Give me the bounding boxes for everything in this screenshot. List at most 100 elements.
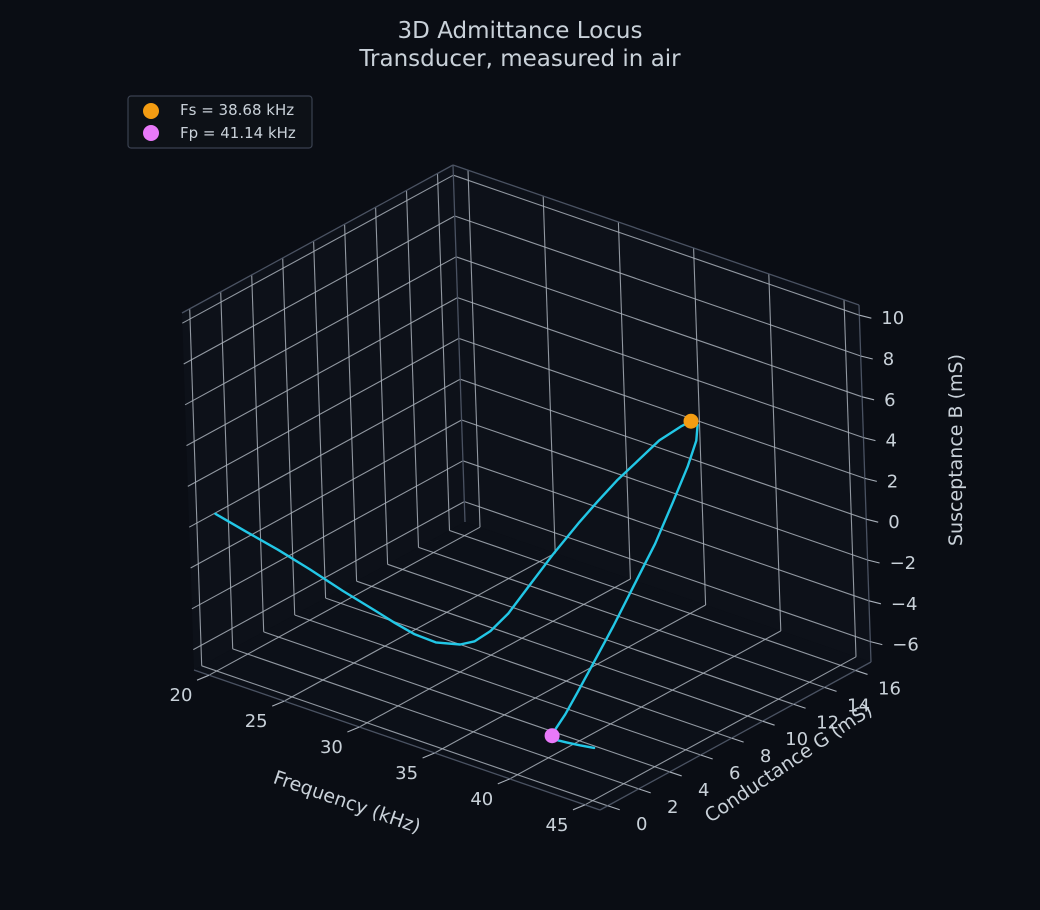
y-tick-mark bbox=[669, 771, 682, 777]
z-tick-mark bbox=[867, 559, 880, 564]
grid-y-floor bbox=[263, 631, 670, 773]
x-axis-line bbox=[193, 669, 601, 811]
x-tick-mark bbox=[572, 804, 586, 811]
chart-title: 3D Admittance Locus bbox=[398, 18, 643, 44]
axis-lines bbox=[181, 164, 872, 811]
x-tick-label: 40 bbox=[470, 789, 493, 810]
markers-layer bbox=[544, 413, 699, 744]
grid-y-left bbox=[313, 241, 327, 599]
z-tick-mark bbox=[861, 396, 875, 401]
y-tick-mark bbox=[855, 669, 868, 675]
grid-x-floor bbox=[584, 656, 857, 806]
z-tick-label: 0 bbox=[888, 512, 899, 533]
grid-y-floor bbox=[418, 546, 825, 688]
y-tick-label: 0 bbox=[636, 814, 647, 835]
x-tick-mark bbox=[196, 674, 210, 681]
chart-subtitle: Transducer, measured in air bbox=[358, 46, 681, 72]
grid-y-left bbox=[251, 274, 265, 632]
grid-y-left bbox=[282, 257, 296, 616]
grid-z-left bbox=[187, 337, 460, 487]
y-tick-mark bbox=[762, 720, 775, 726]
grid-y-floor bbox=[387, 563, 794, 705]
grid-x-back bbox=[467, 170, 481, 528]
x-tick-mark bbox=[422, 752, 435, 759]
grid-y-floor bbox=[356, 580, 763, 722]
x-tick-label: 35 bbox=[395, 763, 418, 784]
grid-x-back bbox=[768, 273, 782, 631]
x-tick-mark bbox=[497, 778, 510, 785]
z-tick-label: −4 bbox=[891, 594, 918, 615]
grid-y-left bbox=[189, 308, 203, 666]
x-tick-label: 45 bbox=[546, 815, 569, 836]
grid-y-floor bbox=[294, 614, 701, 756]
grid-z-left bbox=[182, 174, 454, 324]
y-tick-label: 14 bbox=[847, 695, 870, 716]
z-tick-label: −2 bbox=[890, 553, 917, 574]
z-tick-label: 6 bbox=[884, 390, 895, 411]
y-tick-label: 10 bbox=[785, 729, 808, 750]
grid-lines bbox=[182, 170, 871, 807]
z-tick-mark bbox=[868, 600, 882, 605]
x-tick-label: 25 bbox=[245, 711, 268, 732]
y-tick-label: 16 bbox=[878, 679, 901, 700]
grid-z-left bbox=[186, 297, 458, 447]
x-tick-mark bbox=[347, 726, 360, 733]
z-tick-mark bbox=[863, 437, 876, 442]
legend-label-fp: Fp = 41.14 kHz bbox=[180, 124, 296, 142]
z-tick-label: 10 bbox=[881, 308, 904, 329]
series-layer bbox=[214, 420, 699, 750]
grid-z-left bbox=[193, 501, 465, 651]
grid-x-back bbox=[542, 196, 556, 554]
z-tick-label: −6 bbox=[892, 635, 919, 656]
z-axis-label: Susceptance B (mS) bbox=[945, 354, 967, 546]
z-tick-label: 4 bbox=[886, 431, 897, 452]
pane-edge bbox=[452, 164, 860, 306]
grid-z-back bbox=[464, 501, 871, 643]
pane-back bbox=[453, 165, 871, 662]
z-tick-mark bbox=[864, 477, 877, 482]
x-tick-label: 20 bbox=[170, 685, 193, 706]
grid-z-left bbox=[188, 378, 461, 528]
y-tick-mark bbox=[731, 737, 744, 743]
grid-y-left bbox=[436, 173, 451, 531]
grid-z-back bbox=[460, 378, 867, 520]
grid-x-floor bbox=[208, 526, 481, 676]
admittance-locus-line bbox=[214, 420, 699, 750]
y-tick-label: 8 bbox=[760, 746, 771, 767]
z-tick-mark bbox=[866, 518, 879, 523]
legend-swatch-fp bbox=[143, 125, 159, 141]
y-tick-mark bbox=[638, 788, 651, 794]
fp-antiresonance-marker bbox=[544, 728, 560, 744]
grid-z-back bbox=[457, 297, 864, 439]
grid-z-left bbox=[191, 460, 464, 610]
y-tick-mark bbox=[607, 805, 620, 811]
z-tick-mark bbox=[870, 641, 883, 646]
y-tick-mark bbox=[824, 686, 837, 692]
grid-x-back bbox=[693, 247, 707, 606]
z-tick-mark bbox=[859, 314, 872, 319]
z-tick-label: 2 bbox=[887, 471, 898, 492]
grid-y-left bbox=[375, 207, 389, 565]
z-axis-line bbox=[858, 304, 872, 663]
z-tick-mark bbox=[860, 355, 873, 360]
grid-y-floor bbox=[449, 529, 856, 672]
grid-y-floor bbox=[201, 665, 608, 807]
x-tick-label: 30 bbox=[320, 737, 343, 758]
grid-z-back bbox=[453, 174, 860, 316]
y-tick-label: 4 bbox=[698, 780, 709, 801]
y-tick-label: 12 bbox=[816, 712, 839, 733]
legend-label-fs: Fs = 38.68 kHz bbox=[180, 101, 294, 119]
legend: Fs = 38.68 kHz Fp = 41.14 kHz bbox=[127, 95, 313, 149]
grid-z-left bbox=[184, 256, 457, 406]
axes-panes bbox=[182, 165, 871, 810]
y-axis-line bbox=[599, 661, 872, 811]
pane-edge bbox=[181, 164, 454, 314]
y-tick-mark bbox=[700, 754, 713, 760]
pane-floor bbox=[194, 522, 871, 810]
y-tick-label: 2 bbox=[667, 797, 678, 818]
grid-y-floor bbox=[232, 648, 639, 790]
grid-x-floor bbox=[283, 552, 556, 702]
grid-z-back bbox=[462, 460, 870, 602]
